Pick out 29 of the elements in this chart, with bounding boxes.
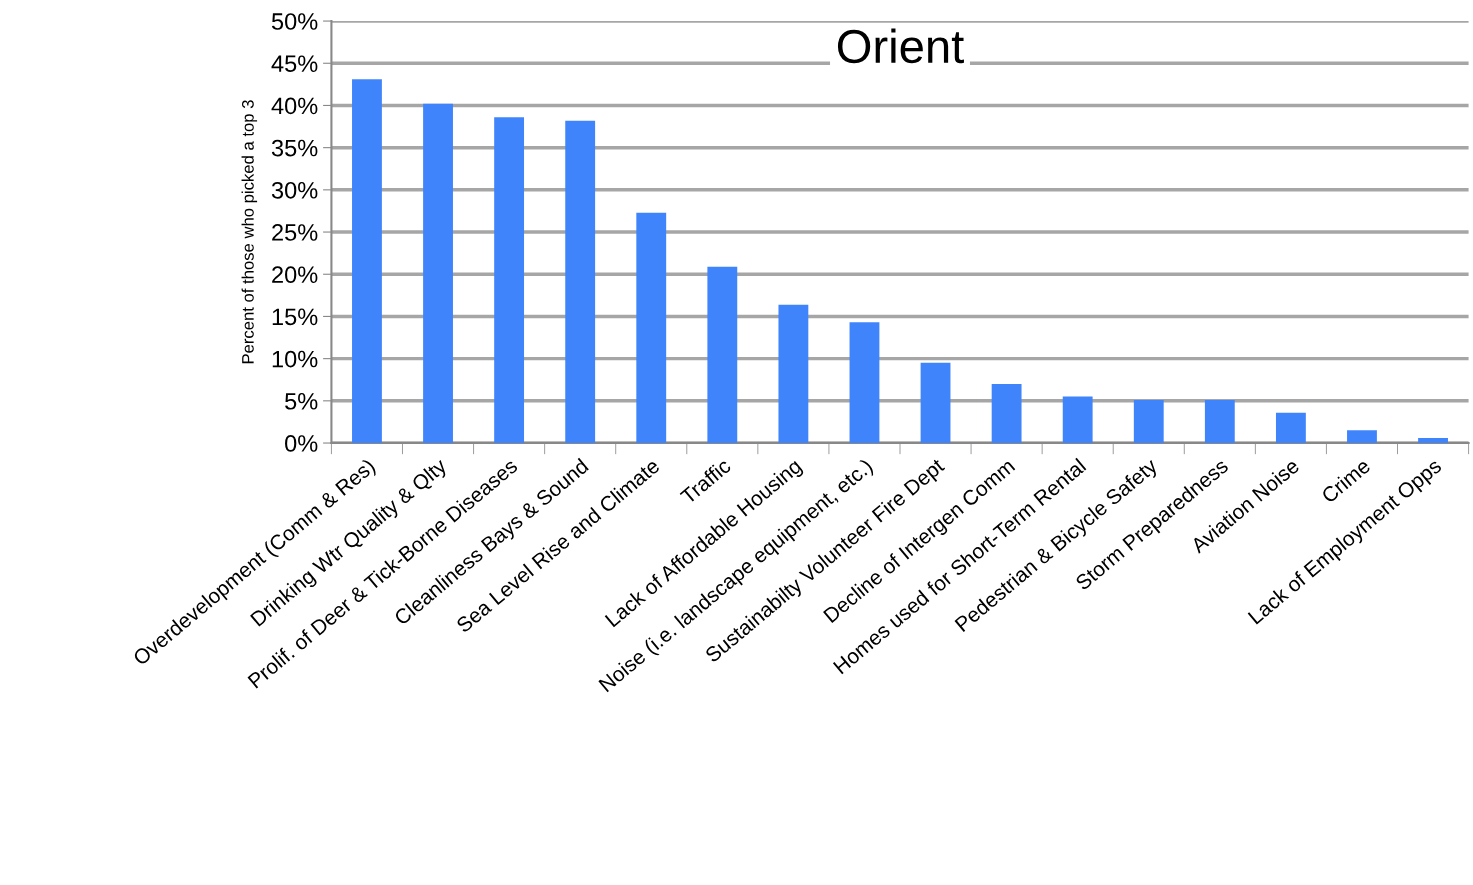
y-tick-label: 20% <box>272 266 318 284</box>
y-tick-label: 0% <box>285 435 318 452</box>
y-tick-label: 5% <box>285 393 318 410</box>
y-tick-label: 35% <box>271 139 318 157</box>
y-tick-label: 40% <box>271 97 318 115</box>
bar <box>352 79 382 444</box>
y-tick-label: 15% <box>272 308 318 326</box>
y-axis-title: Percent of those who picked a top 3 <box>241 100 258 364</box>
bar <box>991 383 1022 444</box>
bar <box>565 120 596 444</box>
bar <box>1133 399 1164 444</box>
bar <box>636 212 667 444</box>
chart-title: Orient <box>837 28 964 64</box>
y-tick-label: 45% <box>271 55 318 73</box>
y-tick-label: 50% <box>271 13 318 30</box>
bar <box>423 103 453 444</box>
bar <box>1418 437 1448 444</box>
y-tick-label: 30% <box>271 181 318 199</box>
bar <box>707 266 738 444</box>
bar <box>1062 396 1093 444</box>
bar <box>849 322 880 444</box>
bar <box>494 117 525 444</box>
y-tick-label: 10% <box>272 350 318 368</box>
bar <box>920 362 951 444</box>
y-tick-label: 25% <box>272 224 318 241</box>
bar <box>1275 412 1306 444</box>
bar <box>778 304 809 444</box>
bar <box>1347 430 1377 444</box>
bar <box>1204 399 1235 444</box>
